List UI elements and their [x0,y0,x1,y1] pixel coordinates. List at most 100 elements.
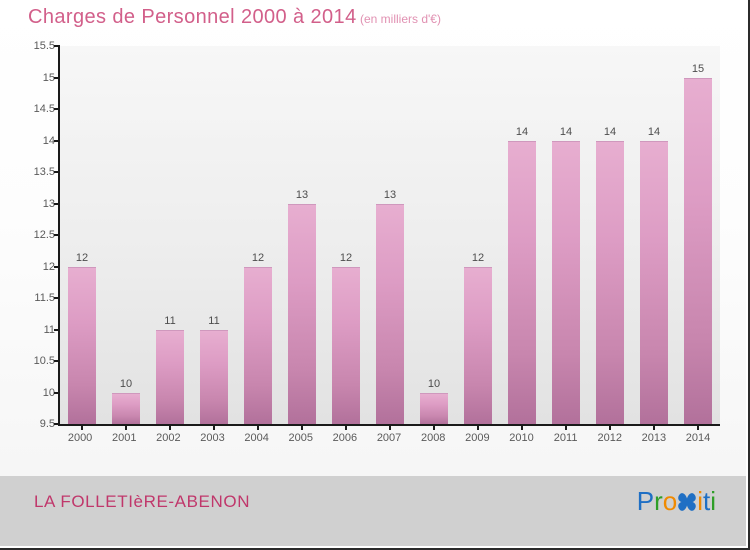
y-axis-tick-label: 13.5 [33,166,55,178]
bar-value-label: 10 [427,377,441,390]
x-axis-tick-mark [697,424,699,430]
bar-value-label: 15 [691,62,705,75]
bar[interactable] [199,329,229,424]
x-axis-tick-mark [433,424,435,430]
bar-slot: 10 [412,46,456,430]
bar-slot: 12 [456,46,500,430]
logo-letter: i [697,486,703,516]
y-axis-tick-label: 9.5 [39,418,55,430]
bar-value-label: 12 [75,251,89,264]
bar[interactable] [67,266,97,424]
chart-footer: LA FOLLETIèRE-ABENON Pro iti [0,476,746,546]
proxiti-logo[interactable]: Pro iti [637,486,716,517]
x-axis-tick-label: 2009 [465,432,490,444]
bar-value-label: 14 [559,125,573,138]
bar[interactable] [287,203,317,424]
x-axis-tick-label: 2001 [111,432,137,444]
y-axis-tick-label: 10 [42,386,55,399]
x-axis-tick-label: 2004 [244,432,269,444]
bar-slot: 12 [324,46,368,430]
y-axis-tick-mark [54,202,60,205]
y-axis-tick-label: 11 [43,323,55,336]
bar[interactable] [463,266,493,424]
bar-value-label: 13 [383,188,397,201]
bar[interactable] [243,266,273,424]
bar-slot: 14 [588,46,632,430]
x-axis-tick-label: 2011 [553,432,578,444]
bar-slot: 15 [676,46,720,430]
x-axis-tick-mark [125,424,127,430]
logo-letter: t [702,486,711,516]
x-axis-tick-label: 2014 [685,432,711,444]
x-axis-tick-mark [477,424,479,430]
x-axis-tick-mark [521,424,523,430]
y-axis-tick-mark [54,391,60,394]
x-axis-tick-mark [301,424,303,430]
y-axis-tick-label: 12.5 [33,229,55,241]
logo-letter: o [662,486,678,516]
bar-slot: 11 [148,46,192,430]
y-axis-tick-label: 14 [42,134,55,147]
y-axis-tick-mark [54,328,60,331]
bar-value-label: 11 [208,314,220,327]
bar-slot: 12 [60,46,104,430]
bar-value-label: 14 [515,125,529,138]
y-axis-tick-label: 12 [42,260,55,273]
y-axis-tick-mark [54,265,60,268]
bar-slot: 14 [544,46,588,430]
bar-series: 12 10 11 11 12 13 12 13 10 12 14 14 14 14 15 [60,46,720,430]
x-axis-tick-label: 2007 [376,432,402,444]
chart-plot-area: 15.5 15 14.5 14 13.5 13 12.5 12 11.5 11 10.5 10 9.5 … [34,40,720,430]
bar[interactable] [419,392,449,424]
bar[interactable] [155,329,185,424]
y-axis-tick-mark [54,423,60,425]
y-axis-tick-mark [54,45,60,47]
y-axis-tick-label: 15 [42,71,55,84]
logo-letter: P [636,486,655,516]
y-axis-tick-label: 11.5 [34,292,55,304]
x-axis-labels: 2000 2001 2002 2003 2004 2005 2006 2007 2008 2009… [58,428,720,450]
x-axis-tick-label: 2000 [67,432,93,444]
bar-slot: 11 [192,46,236,430]
bar-value-label: 13 [295,188,309,201]
bar-value-label: 12 [251,251,265,264]
bar-slot: 12 [236,46,280,430]
y-axis-tick-mark [54,139,60,142]
bar-slot: 13 [368,46,412,430]
bar[interactable] [111,392,141,424]
y-axis-tick-mark [54,234,60,236]
bar[interactable] [551,140,581,424]
x-axis-tick-mark [345,424,347,430]
x-axis-tick-label: 2008 [420,432,446,444]
y-axis-tick-mark [54,76,60,79]
bar[interactable] [639,140,669,424]
bar-slot: 10 [104,46,148,430]
x-axis-tick-mark [653,424,655,430]
y-axis-tick-mark [54,171,60,173]
logo-letter: i [710,486,716,516]
x-axis-tick-mark [389,424,391,430]
x-axis-tick-mark [565,424,567,430]
bar-slot: 14 [500,46,544,430]
bar[interactable] [375,203,405,424]
y-axis-tick-label: 15.5 [33,40,55,52]
chart-subtitle: (en milliers d'€) [360,12,441,26]
x-axis-tick-mark [257,424,259,430]
y-axis-tick-label: 10.5 [33,355,55,367]
x-axis-tick-label: 2010 [509,432,534,444]
y-axis-tick-mark [54,360,60,362]
x-axis-tick-mark [609,424,611,430]
bar[interactable] [595,140,625,424]
bar[interactable] [683,77,713,424]
bar[interactable] [331,266,361,424]
chart-title: Charges de Personnel 2000 à 2014 [28,6,357,28]
y-axis-tick-label: 14.5 [33,103,55,115]
bar[interactable] [507,140,537,424]
x-axis-tick-label: 2012 [597,432,622,444]
x-axis-tick-label: 2003 [200,432,225,444]
logo-letter: r [654,486,663,516]
bar-value-label: 10 [119,377,133,390]
bar-value-label: 12 [339,251,353,264]
